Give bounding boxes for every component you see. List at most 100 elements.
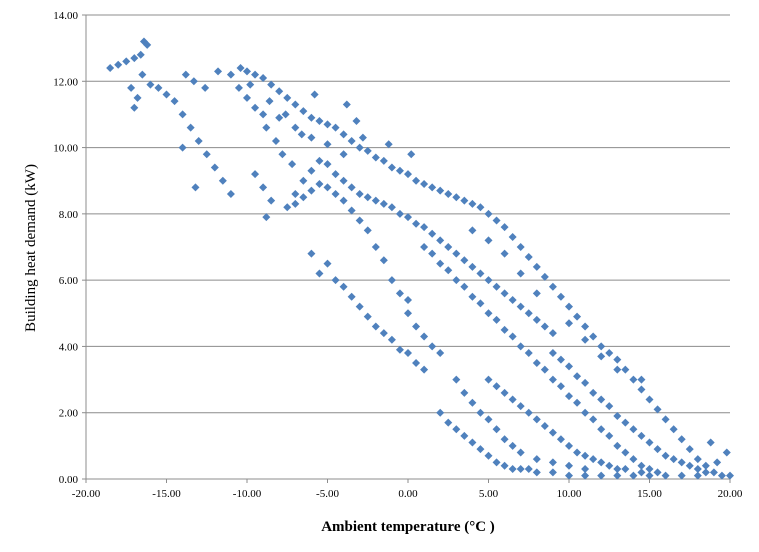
- data-point: [339, 130, 348, 139]
- data-point: [548, 468, 557, 477]
- data-point: [573, 398, 582, 407]
- data-point: [452, 193, 461, 202]
- data-point: [355, 189, 364, 198]
- data-point: [589, 388, 598, 397]
- data-point: [127, 83, 136, 92]
- data-point: [407, 150, 416, 159]
- data-point: [500, 435, 509, 444]
- data-point: [452, 375, 461, 384]
- data-point: [500, 388, 509, 397]
- data-point: [379, 329, 388, 338]
- data-point: [484, 309, 493, 318]
- data-point: [669, 455, 678, 464]
- data-point: [565, 441, 573, 450]
- data-point: [243, 93, 251, 102]
- data-point: [540, 322, 549, 331]
- data-points: [106, 37, 734, 480]
- x-tick-label-5: 5.00: [479, 488, 499, 500]
- data-point: [500, 223, 509, 232]
- data-point: [532, 468, 541, 477]
- data-point: [565, 461, 573, 470]
- data-point: [267, 80, 276, 89]
- data-point: [492, 216, 501, 225]
- x-tick-label-4: 0.00: [398, 488, 418, 500]
- data-point: [214, 67, 223, 76]
- data-point: [420, 332, 429, 341]
- data-point: [288, 160, 297, 169]
- data-point: [265, 97, 274, 106]
- data-point: [573, 372, 582, 381]
- data-point: [291, 199, 300, 208]
- data-point: [444, 266, 453, 275]
- x-tick-label-1: -15.00: [152, 488, 181, 500]
- data-point: [613, 365, 622, 374]
- data-point: [581, 335, 590, 344]
- data-point: [189, 77, 198, 86]
- data-point: [468, 262, 477, 271]
- data-point: [251, 103, 260, 112]
- x-tick-label-7: 15.00: [637, 488, 662, 500]
- data-point: [492, 282, 501, 291]
- data-point: [556, 382, 565, 391]
- y-tick-label-4: 8.00: [59, 209, 79, 221]
- data-point: [162, 90, 171, 99]
- data-point: [722, 448, 731, 457]
- data-point: [194, 136, 203, 145]
- data-point: [717, 471, 726, 480]
- data-point: [323, 259, 332, 268]
- x-axis-title: Ambient temperature (°C ): [321, 519, 495, 535]
- data-point: [693, 455, 702, 464]
- data-point: [540, 272, 549, 281]
- data-point: [236, 64, 245, 73]
- data-point: [307, 166, 316, 175]
- data-point: [136, 50, 145, 59]
- data-point: [347, 292, 356, 301]
- data-point: [315, 117, 324, 126]
- data-point: [516, 448, 525, 457]
- data-point: [492, 458, 501, 467]
- data-point: [516, 243, 525, 251]
- data-point: [492, 425, 501, 434]
- data-point: [613, 412, 622, 421]
- data-point: [605, 402, 614, 411]
- data-point: [484, 209, 493, 218]
- data-point: [548, 375, 557, 384]
- data-point: [191, 183, 200, 192]
- data-point: [355, 302, 364, 311]
- data-point: [706, 438, 715, 447]
- data-point: [283, 203, 292, 212]
- data-point: [645, 395, 654, 404]
- data-point: [275, 87, 284, 96]
- data-point: [130, 54, 139, 63]
- data-point: [323, 120, 332, 129]
- data-point: [436, 408, 445, 417]
- data-point: [581, 471, 590, 480]
- data-point: [589, 332, 598, 341]
- data-point: [556, 292, 565, 301]
- data-point: [508, 395, 517, 404]
- data-point: [387, 163, 396, 172]
- data-point: [532, 289, 541, 298]
- data-point: [243, 67, 251, 76]
- data-point: [468, 398, 477, 407]
- data-point: [508, 296, 517, 305]
- data-point: [226, 70, 235, 79]
- data-point: [581, 451, 590, 460]
- data-point: [589, 455, 598, 464]
- data-point: [565, 319, 573, 328]
- data-point: [404, 349, 412, 358]
- data-point: [605, 461, 614, 470]
- data-point: [339, 282, 348, 291]
- data-point: [500, 249, 509, 258]
- data-point: [339, 176, 348, 185]
- data-point: [661, 415, 670, 424]
- data-point: [299, 176, 308, 185]
- data-point: [307, 186, 316, 195]
- data-point: [637, 468, 646, 477]
- data-point: [556, 355, 565, 364]
- data-point: [524, 349, 533, 358]
- data-point: [605, 431, 614, 440]
- data-point: [436, 349, 445, 358]
- data-point: [297, 130, 306, 139]
- y-tick-label-7: 14.00: [53, 10, 78, 22]
